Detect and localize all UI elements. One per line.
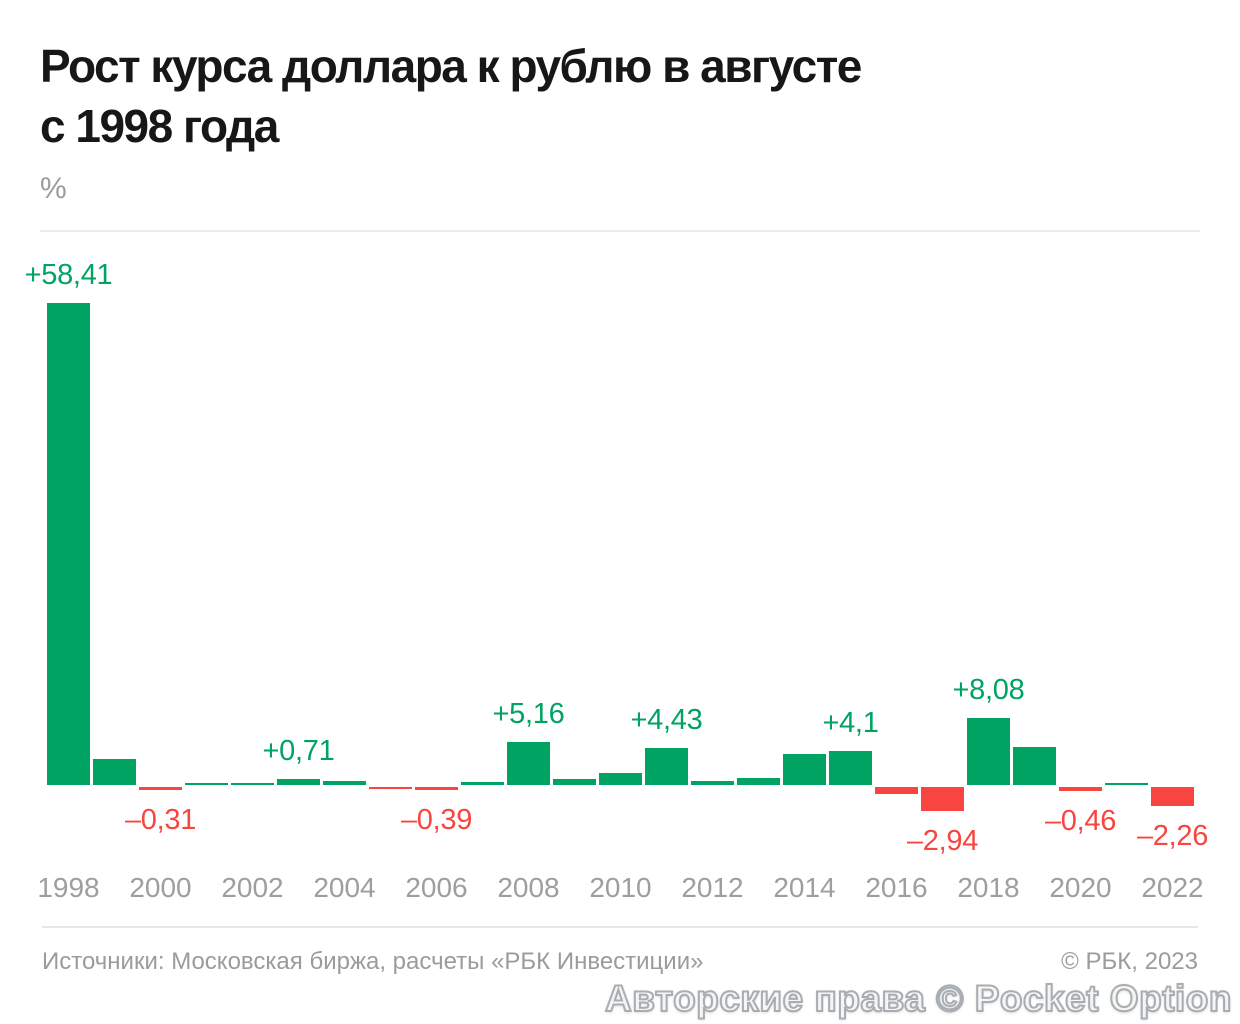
bar-2012 <box>691 780 734 785</box>
value-label-1998: +58,41 <box>24 259 113 292</box>
bar-2007 <box>461 782 504 785</box>
bar-2016 <box>875 787 918 795</box>
bar-2015 <box>829 751 872 785</box>
bar-2008 <box>507 742 550 785</box>
bar-1999 <box>93 758 136 785</box>
value-label-2006: –0,39 <box>400 804 473 837</box>
year-tick-2000: 2000 <box>129 872 192 903</box>
value-label-2018: +8,08 <box>952 674 1025 707</box>
value-label-2011: +4,43 <box>630 704 703 737</box>
bar-2020 <box>1059 787 1102 791</box>
bar-2019 <box>1013 747 1056 785</box>
value-label-2008: +5,16 <box>492 698 565 731</box>
header-divider-line <box>40 230 1200 232</box>
year-tick-2010: 2010 <box>589 872 652 903</box>
value-label-2017: –2,94 <box>906 825 979 858</box>
chart-title-line1: Рост курса доллара к рублю в августе <box>40 40 862 92</box>
bar-2009 <box>553 779 596 785</box>
bar-2005 <box>369 787 412 790</box>
value-label-2020: –0,46 <box>1044 804 1117 837</box>
bar-2011 <box>645 748 688 785</box>
bar-2006 <box>415 787 458 791</box>
bar-2018 <box>967 718 1010 785</box>
year-tick-2004: 2004 <box>313 872 376 903</box>
bar-2004 <box>323 781 366 785</box>
year-tick-1998: 1998 <box>37 872 100 903</box>
year-tick-2022: 2022 <box>1141 872 1204 903</box>
bar-2022 <box>1151 787 1194 806</box>
watermark: Авторские права © Pocket Option <box>604 977 1233 1020</box>
bar-2002 <box>231 782 274 785</box>
bar-2001 <box>185 782 228 785</box>
bar-2010 <box>599 773 642 785</box>
bar-2003 <box>277 779 320 785</box>
chart-title-line2: с 1998 года <box>40 100 279 152</box>
year-tick-2002: 2002 <box>221 872 284 903</box>
chart-title: Рост курса доллара к рублю в августе с 1… <box>40 36 862 156</box>
value-label-2003: +0,71 <box>262 735 335 768</box>
bar-1998 <box>47 303 90 785</box>
value-label-2000: –0,31 <box>124 803 197 836</box>
year-tick-2008: 2008 <box>497 872 560 903</box>
value-label-2022: –2,26 <box>1136 819 1209 852</box>
value-label-2015: +4,1 <box>822 707 879 740</box>
year-tick-2006: 2006 <box>405 872 468 903</box>
year-tick-2020: 2020 <box>1049 872 1112 903</box>
bar-2000 <box>139 787 182 790</box>
year-tick-2016: 2016 <box>865 872 928 903</box>
copyright-note: © РБК, 2023 <box>1061 948 1198 975</box>
year-tick-2012: 2012 <box>681 872 744 903</box>
source-note: Источники: Московская биржа, расчеты «РБ… <box>42 948 704 975</box>
bar-2014 <box>783 753 826 785</box>
bar-2017 <box>921 787 964 812</box>
footer-divider-line <box>42 926 1198 928</box>
year-tick-2018: 2018 <box>957 872 1020 903</box>
bar-2021 <box>1105 783 1148 785</box>
y-axis-unit-label: % <box>40 172 67 205</box>
bar-2013 <box>737 777 780 785</box>
year-tick-2014: 2014 <box>773 872 836 903</box>
